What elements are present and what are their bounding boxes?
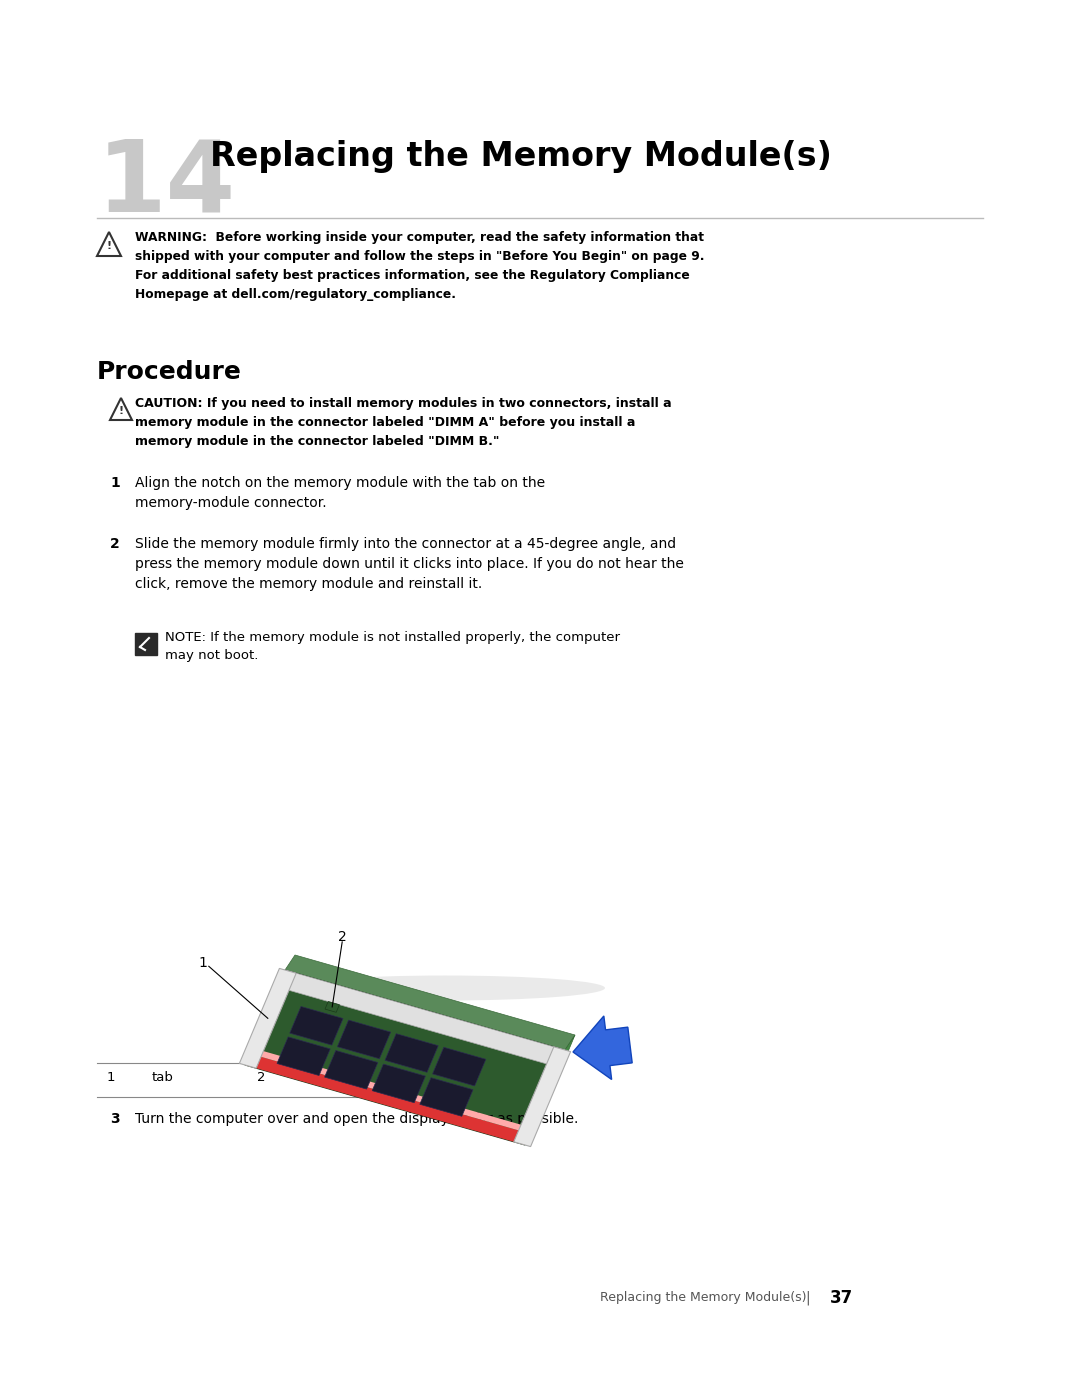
Text: Slide the memory module firmly into the connector at a 45-degree angle, and
pres: Slide the memory module firmly into the … (135, 536, 684, 591)
Polygon shape (384, 1034, 438, 1073)
Polygon shape (245, 970, 565, 1146)
Polygon shape (325, 1002, 339, 1013)
Polygon shape (245, 1053, 530, 1146)
Text: 1: 1 (199, 957, 207, 971)
Text: CAUTION: If you need to install memory modules in two connectors, install a
memo: CAUTION: If you need to install memory m… (135, 397, 672, 448)
Text: Turn the computer over and open the display as far as possible.: Turn the computer over and open the disp… (135, 1112, 579, 1126)
Text: 3: 3 (110, 1112, 120, 1126)
Polygon shape (337, 1020, 391, 1059)
Text: 14: 14 (97, 136, 237, 232)
Text: !: ! (107, 240, 111, 251)
Text: Procedure: Procedure (97, 360, 242, 384)
Text: 2: 2 (338, 930, 347, 944)
Polygon shape (278, 970, 565, 1067)
Polygon shape (433, 1048, 486, 1085)
Ellipse shape (285, 975, 605, 1000)
Text: notch: notch (302, 1071, 340, 1084)
Polygon shape (525, 1035, 575, 1146)
Text: |: | (806, 1291, 810, 1305)
Polygon shape (420, 1077, 473, 1116)
Text: 1: 1 (110, 476, 120, 490)
Polygon shape (289, 1006, 343, 1045)
Polygon shape (373, 1065, 426, 1102)
Text: !: ! (119, 405, 123, 416)
Text: tab: tab (152, 1071, 174, 1084)
Polygon shape (240, 968, 296, 1069)
Text: WARNING:  Before working inside your computer, read the safety information that
: WARNING: Before working inside your comp… (135, 231, 704, 300)
Text: 2: 2 (110, 536, 120, 550)
Text: Replacing the Memory Module(s): Replacing the Memory Module(s) (210, 140, 832, 173)
Text: Replacing the Memory Module(s): Replacing the Memory Module(s) (600, 1291, 807, 1305)
Polygon shape (276, 1037, 330, 1076)
Text: 37: 37 (831, 1289, 853, 1308)
Polygon shape (573, 1016, 632, 1080)
Polygon shape (325, 1051, 378, 1090)
Text: 1: 1 (107, 1071, 116, 1084)
Polygon shape (514, 1046, 570, 1147)
FancyBboxPatch shape (135, 633, 157, 655)
Text: NOTE: If the memory module is not installed properly, the computer
may not boot.: NOTE: If the memory module is not instal… (165, 631, 620, 662)
Text: 2: 2 (257, 1071, 266, 1084)
Text: Align the notch on the memory module with the tab on the
memory-module connector: Align the notch on the memory module wit… (135, 476, 545, 510)
Polygon shape (285, 956, 575, 1051)
Polygon shape (249, 1048, 532, 1133)
